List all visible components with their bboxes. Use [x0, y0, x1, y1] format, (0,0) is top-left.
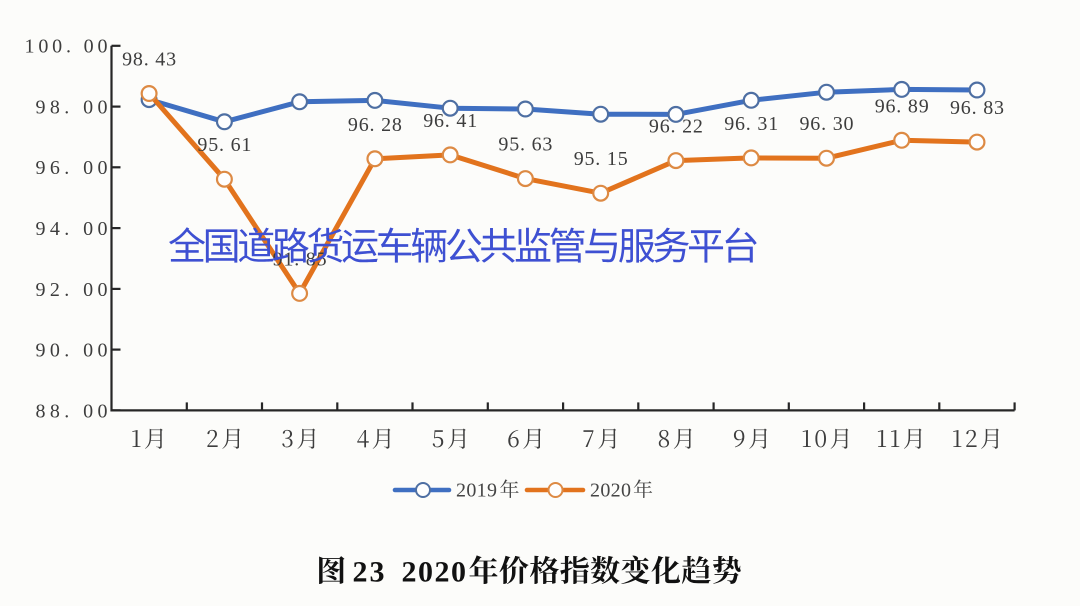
svg-text:95. 63: 95. 63: [498, 134, 552, 156]
svg-text:2020: 2020: [402, 555, 467, 588]
svg-text:96. 41: 96. 41: [423, 110, 477, 132]
svg-text:96. 30: 96. 30: [800, 113, 854, 135]
svg-text:96. 83: 96. 83: [950, 97, 1004, 119]
svg-text:95. 61: 95. 61: [197, 134, 251, 156]
svg-text:96. 28: 96. 28: [348, 114, 402, 136]
svg-text:2020: 2020: [590, 480, 631, 502]
svg-text:100. 00: 100. 00: [25, 36, 108, 58]
svg-text:96. 89: 96. 89: [875, 95, 929, 117]
svg-text:96. 31: 96. 31: [724, 113, 778, 135]
svg-text:96. 22: 96. 22: [649, 116, 703, 138]
svg-text:95. 15: 95. 15: [574, 148, 628, 170]
svg-text:98. 43: 98. 43: [122, 49, 176, 71]
svg-text:2019: 2019: [456, 480, 497, 502]
